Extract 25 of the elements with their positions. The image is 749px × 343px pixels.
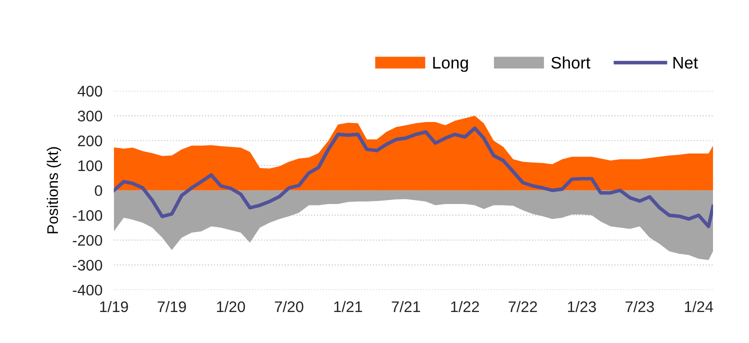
x-tick-label: 7/22 bbox=[508, 300, 537, 312]
x-tick-label: 1/22 bbox=[451, 300, 479, 312]
legend-label: Long bbox=[433, 56, 468, 72]
x-tick-label: 1/20 bbox=[217, 300, 246, 312]
x-tick-label: 1/19 bbox=[100, 300, 128, 312]
y-tick-label: 300 bbox=[78, 110, 102, 122]
y-tick-label: 100 bbox=[78, 160, 102, 172]
x-tick-label: 7/20 bbox=[274, 300, 304, 312]
y-tick-label: -300 bbox=[72, 260, 102, 271]
legend-label: Short bbox=[551, 56, 590, 69]
y-tick-label: -100 bbox=[72, 210, 102, 221]
x-tick-label: 1/21 bbox=[334, 300, 362, 312]
legend-label: Net bbox=[673, 56, 698, 69]
line-series bbox=[114, 126, 714, 228]
y-tick-label: 200 bbox=[78, 136, 102, 146]
x-tick-label: 7/19 bbox=[158, 300, 186, 312]
y-axis-title: Positions (kt) bbox=[46, 147, 62, 234]
x-tick-label: 7/21 bbox=[392, 300, 420, 312]
y-tick-label: -400 bbox=[72, 284, 102, 296]
y-tick-label: 0 bbox=[94, 185, 102, 196]
x-tick-label: 1/23 bbox=[568, 300, 596, 312]
x-tick-label: 7/23 bbox=[626, 300, 654, 312]
x-tick-label: 1/24 bbox=[684, 300, 714, 312]
y-tick-label: -200 bbox=[72, 234, 102, 246]
y-tick-label: 400 bbox=[78, 86, 102, 97]
